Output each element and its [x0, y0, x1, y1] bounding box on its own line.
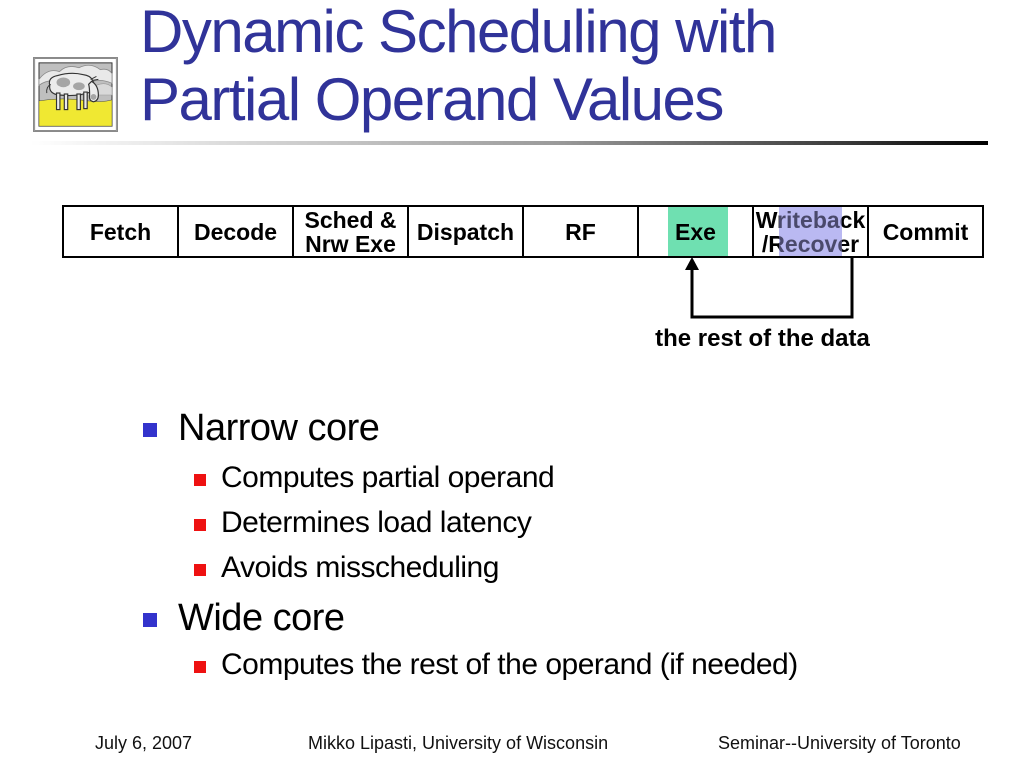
bullet-text: Computes the rest of the operand (if nee… [221, 648, 798, 681]
bullet-determines-latency: Determines load latency [194, 504, 532, 542]
bullet-computes-rest: Computes the rest of the operand (if nee… [194, 646, 798, 684]
bullet-text: Wide core [178, 596, 345, 639]
slide-title-line1: Dynamic Scheduling with [140, 0, 777, 65]
stage-dispatch: Dispatch [407, 205, 524, 258]
slide-title-line2: Partial Operand Values [140, 66, 724, 133]
cow-logo-image [34, 58, 117, 131]
data-feedback-arrow [685, 257, 854, 319]
cow-grazing-logo [33, 57, 118, 132]
bullet-text: Avoids misscheduling [221, 551, 499, 584]
bullet-square-red-icon [194, 661, 206, 673]
footer-date: July 6, 2007 [95, 733, 193, 753]
recover-highlight-front [779, 207, 842, 256]
bullet-text: Determines load latency [221, 506, 532, 539]
stage-rf: RF [522, 205, 639, 258]
footer-venue: Seminar--University of Toronto [718, 733, 961, 753]
stage-fetch: Fetch [62, 205, 179, 258]
stage-commit: Commit [867, 205, 984, 258]
slide-title: Dynamic Scheduling with Partial Operand … [140, 0, 777, 134]
bullet-avoids-misscheduling: Avoids misscheduling [194, 549, 499, 587]
bullet-square-red-icon [194, 564, 206, 576]
stage-decode: Decode [177, 205, 294, 258]
title-underline [30, 141, 988, 145]
pipeline-diagram: Fetch Decode Sched & Nrw Exe Dispatch RF… [62, 205, 984, 258]
pipeline-table: Fetch Decode Sched & Nrw Exe Dispatch RF… [62, 205, 984, 258]
stage-exe: Exe [637, 205, 754, 258]
bullet-square-red-icon [194, 519, 206, 531]
slide-footer: July 6, 2007 Mikko Lipasti, University o… [0, 733, 1024, 757]
stage-writeback-recover: Writeback /Recover [752, 205, 869, 258]
bullet-wide-core: Wide core [143, 596, 345, 640]
footer-author: Mikko Lipasti, University of Wisconsin [308, 733, 609, 753]
bullet-square-red-icon [194, 474, 206, 486]
bullet-narrow-core: Narrow core [143, 406, 380, 450]
bullet-text: Computes partial operand [221, 461, 555, 494]
bullet-square-blue-icon [143, 423, 157, 437]
stage-sched-nrw-exe: Sched & Nrw Exe [292, 205, 409, 258]
bullet-text: Narrow core [178, 406, 380, 449]
bullet-computes-partial: Computes partial operand [194, 459, 555, 497]
bullet-square-blue-icon [143, 613, 157, 627]
arrow-annotation: the rest of the data [655, 325, 870, 352]
